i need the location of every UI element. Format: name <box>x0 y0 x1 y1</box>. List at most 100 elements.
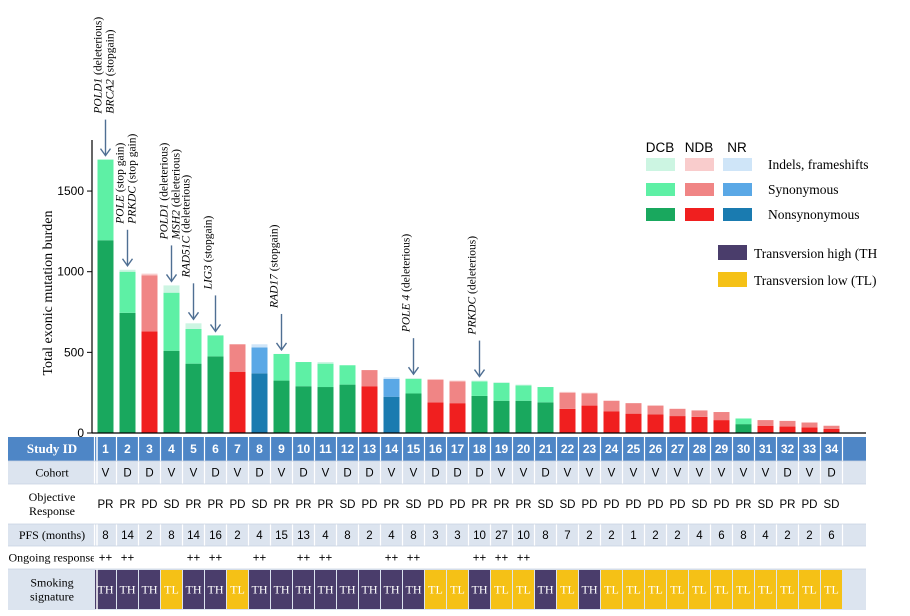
bar-2-ind <box>119 269 136 272</box>
bar-28-non <box>691 416 708 433</box>
table-cell: 19 <box>495 442 509 456</box>
table-cell: 33 <box>803 442 817 456</box>
table-cell: PR <box>318 499 334 511</box>
bar-24-non <box>603 411 620 433</box>
bar-28-syn <box>691 410 708 417</box>
table-cell: ++ <box>517 553 531 565</box>
table-cell: 3 <box>454 530 460 542</box>
table-cell: V <box>388 468 396 480</box>
bar-5-ind <box>185 323 202 329</box>
table-cell: 16 <box>209 530 222 542</box>
table-cell: V <box>102 468 110 480</box>
annotation-label: POLE (stop gain) <box>115 142 127 224</box>
bar-20-syn <box>515 385 532 401</box>
signature-value: TH <box>384 583 400 597</box>
table-cell: D <box>431 468 439 480</box>
table-cell: V <box>674 468 682 480</box>
bar-22-ind <box>559 391 576 393</box>
bar-29-non <box>713 420 730 433</box>
bar-3-syn <box>141 275 158 332</box>
table-cell: V <box>740 468 748 480</box>
table-cell: 10 <box>517 530 530 542</box>
table-cell: 10 <box>473 530 486 542</box>
signature-cell <box>293 570 314 609</box>
bar-18-ind <box>471 380 488 382</box>
table-cell: 17 <box>451 442 465 456</box>
bar-8-ind <box>251 344 268 348</box>
bar-4-non <box>163 350 180 433</box>
table-cell: ++ <box>473 553 487 565</box>
table-cell: ++ <box>209 553 223 565</box>
table-cell: SD <box>758 499 774 511</box>
annotation-label: BRCA2 (stopgain) <box>105 29 117 113</box>
table-cell: 15 <box>275 530 288 542</box>
bar-13-syn <box>361 370 378 387</box>
bar-27-non <box>669 416 686 433</box>
table-cell: 2 <box>366 530 372 542</box>
signature-cell <box>579 570 600 609</box>
table-cell: 13 <box>297 530 310 542</box>
table-row-label: Cohort <box>35 466 69 480</box>
table-cell: 13 <box>363 442 377 456</box>
bar-15-ind <box>405 378 422 379</box>
bar-11-syn <box>317 363 334 388</box>
table-cell: ++ <box>407 553 421 565</box>
table-cell: 22 <box>561 442 575 456</box>
legend-swatch <box>723 208 752 221</box>
table-cell: 26 <box>649 442 663 456</box>
signature-cell <box>777 570 798 609</box>
table-cell: V <box>718 468 726 480</box>
table-cell: D <box>827 468 835 480</box>
table-cell: 21 <box>539 442 553 456</box>
table-cell: 6 <box>718 530 724 542</box>
table-cell: PR <box>780 499 796 511</box>
bar-32-syn <box>779 420 796 427</box>
table-cell: 8 <box>168 530 174 542</box>
signature-value: TL <box>560 583 575 597</box>
table-cell: 8 <box>102 530 108 542</box>
bar-26-syn <box>647 405 664 415</box>
signature-value: TL <box>164 583 179 597</box>
signature-cell <box>403 570 424 609</box>
signature-cell <box>249 570 270 609</box>
table-cell: 2 <box>234 530 240 542</box>
bar-7-syn <box>229 344 246 372</box>
table-cell: 25 <box>627 442 641 456</box>
signature-cell <box>425 570 446 609</box>
bar-6-non <box>207 356 224 433</box>
table-cell: V <box>498 468 506 480</box>
signature-value: TL <box>428 583 443 597</box>
annotation-label: LIG3 (stopgain) <box>203 215 215 290</box>
legend-swatch-tl <box>718 272 747 287</box>
signature-value: TH <box>340 583 356 597</box>
signature-cell <box>799 570 820 609</box>
signature-value: TH <box>362 583 378 597</box>
bar-19-ind <box>493 382 510 383</box>
signature-cell <box>733 570 754 609</box>
table-cell: PR <box>98 499 114 511</box>
table-cell: 8 <box>256 442 263 456</box>
bar-33-syn <box>801 422 818 428</box>
bar-32-non <box>779 426 796 433</box>
signature-cell <box>623 570 644 609</box>
bar-31-non <box>757 425 774 433</box>
table-cell: D <box>343 468 351 480</box>
bar-11-non <box>317 387 334 433</box>
legend-label: Synonymous <box>768 182 839 197</box>
table-cell: ++ <box>495 553 509 565</box>
table-cell: ++ <box>319 553 333 565</box>
legend-label: Indels, frameshifts <box>768 157 868 172</box>
table-cell: D <box>453 468 461 480</box>
legend-label: Nonsynonymous <box>768 207 860 222</box>
table-cell: SD <box>824 499 840 511</box>
table-cell: V <box>696 468 704 480</box>
signature-value: TL <box>494 583 509 597</box>
table-row-bg <box>8 484 866 524</box>
table-row-bg <box>8 524 866 546</box>
table-cell: PR <box>472 499 488 511</box>
table-cell: D <box>365 468 373 480</box>
legend-header-dcb: DCB <box>646 140 675 155</box>
table-cell: 28 <box>693 442 707 456</box>
table-cell: V <box>234 468 242 480</box>
signature-value: TL <box>450 583 465 597</box>
